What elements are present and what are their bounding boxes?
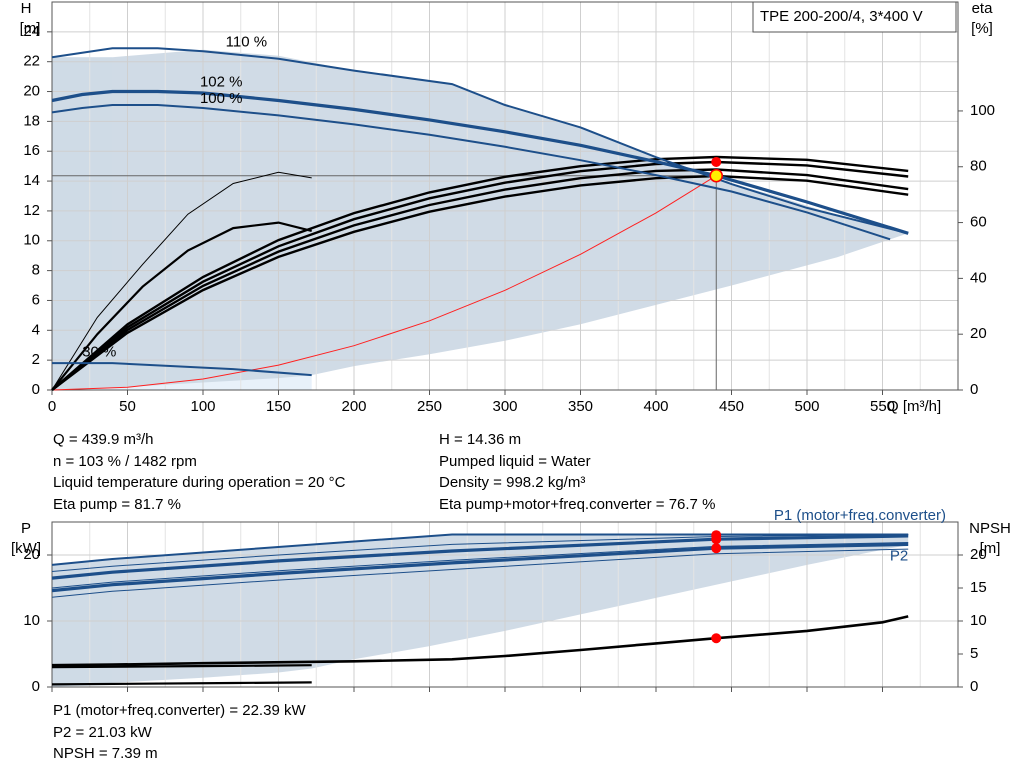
y-tick-label-head: 0	[32, 381, 40, 398]
y-tick-label-head: 16	[23, 142, 40, 159]
power-curve	[51, 548, 909, 598]
y-tick-label-head: 20	[23, 83, 40, 100]
result-pumped-liquid: Pumped liquid = Water	[439, 452, 591, 470]
y-tick-label-npsh: 5	[970, 645, 978, 662]
head-curve-102pct	[51, 89, 909, 235]
power-curve	[51, 542, 909, 593]
x-tick-label: 350	[568, 398, 593, 415]
y-axis-label-eta: eta	[972, 0, 994, 17]
power-point	[711, 633, 722, 644]
power-point	[711, 543, 722, 554]
y-tick-label-head: 12	[23, 202, 40, 219]
y-tick-label-eta: 20	[970, 325, 987, 342]
result-p1: P1 (motor+freq.converter) = 22.39 kW	[53, 702, 306, 719]
series-label: P2	[890, 547, 908, 564]
result-flow: Q = 439.9 m³/h	[53, 431, 154, 448]
result-eta-pump: Eta pump = 81.7 %	[53, 495, 181, 513]
y-tick-label-npsh: 10	[970, 612, 987, 629]
speed-label: 100 %	[200, 90, 243, 107]
result-eta-total: Eta pump+motor+freq.converter = 76.7 %	[439, 495, 716, 513]
y-axis-label-head: H	[21, 0, 32, 17]
y-tick-label-head: 24	[23, 23, 40, 40]
operating-envelope	[52, 49, 909, 391]
power-curve	[51, 542, 909, 589]
y-tick-label-power: 0	[32, 678, 40, 695]
x-tick-label: 300	[492, 398, 517, 415]
x-axis-label: Q [m³/h]	[887, 398, 941, 415]
result-density: Density = 998.2 kg/m³	[439, 474, 586, 491]
x-tick-label: 450	[719, 398, 744, 415]
y-axis-label-power: P	[21, 520, 31, 537]
y-tick-label-head: 2	[32, 351, 40, 368]
y-tick-label-npsh: 0	[970, 678, 978, 695]
chart-title: TPE 200-200/4, 3*400 V	[760, 8, 923, 25]
y-tick-label-eta: 80	[970, 158, 987, 175]
y-tick-label-eta: 40	[970, 269, 987, 286]
results-right: H = 14.36 m Pumped liquid = Water Densit…	[439, 429, 715, 515]
result-npsh: NPSH = 7.39 m	[53, 745, 158, 762]
y-tick-label-eta: 100	[970, 102, 995, 119]
y-tick-label-head: 14	[23, 172, 40, 189]
speed-label: 30 %	[82, 344, 116, 361]
efficiency-curve	[51, 155, 909, 391]
x-tick-label: 550	[870, 398, 895, 415]
y-axis-label-npsh: NPSH	[969, 520, 1011, 537]
result-liquid-temperature: Liquid temperature during operation = 20…	[53, 474, 346, 491]
operating-point-marker	[709, 168, 723, 183]
head-curve-30pct	[52, 362, 312, 377]
system-curve	[51, 175, 717, 391]
efficiency-point	[711, 157, 722, 168]
low-speed-power-curve	[51, 664, 312, 669]
results-bottom: P1 (motor+freq.converter) = 22.39 kW P2 …	[53, 700, 306, 765]
result-p2: P2 = 21.03 kW	[53, 723, 152, 741]
series-label: P1 (motor+freq.converter)	[774, 507, 946, 524]
x-tick-label: 50	[119, 398, 136, 415]
x-tick-label: 500	[794, 398, 819, 415]
y-tick-label-head: 10	[23, 232, 40, 249]
y-axis-unit-power: [kW]	[11, 540, 41, 557]
power-point	[711, 534, 722, 545]
x-tick-label: 200	[341, 398, 366, 415]
y-tick-label-power: 10	[23, 612, 40, 629]
result-speed: n = 103 % / 1482 rpm	[53, 452, 197, 470]
x-tick-label: 150	[266, 398, 291, 415]
x-tick-label: 0	[48, 398, 56, 415]
y-tick-label-head: 22	[23, 53, 40, 70]
y-tick-label-npsh: 15	[970, 579, 987, 596]
speed-label: 110 %	[226, 33, 267, 50]
y-tick-label-head: 6	[32, 291, 40, 308]
y-tick-label-power: 20	[23, 546, 40, 563]
low-speed-power-curve	[51, 681, 312, 686]
efficiency-curve	[51, 160, 909, 391]
efficiency-curve	[51, 171, 312, 391]
result-head: H = 14.36 m	[439, 431, 522, 448]
efficiency-curve	[51, 168, 909, 391]
y-axis-unit-head: [m]	[20, 20, 41, 37]
y-tick-label-head: 4	[32, 321, 40, 338]
power-curve	[51, 534, 909, 572]
power-curve	[51, 534, 909, 580]
y-axis-unit-eta: [%]	[971, 20, 993, 37]
x-tick-label: 250	[417, 398, 442, 415]
power-curve	[51, 533, 909, 566]
x-tick-label: 400	[643, 398, 668, 415]
y-tick-label-head: 18	[23, 112, 40, 129]
y-tick-label-eta: 60	[970, 214, 987, 231]
x-tick-label: 100	[190, 398, 215, 415]
speed-label: 102 %	[200, 74, 243, 91]
efficiency-curve	[51, 174, 909, 391]
y-axis-unit-npsh: [m]	[980, 540, 1001, 557]
title-box	[752, 1, 957, 33]
y-tick-label-npsh: 20	[970, 546, 987, 563]
results-left: Q = 439.9 m³/h n = 103 % / 1482 rpm Liqu…	[53, 429, 345, 515]
head-curve-100pct	[51, 104, 891, 241]
efficiency-curve	[51, 221, 312, 391]
y-tick-label-eta: 0	[970, 381, 978, 398]
y-tick-label-head: 8	[32, 262, 40, 279]
npsh-curve	[51, 615, 909, 667]
